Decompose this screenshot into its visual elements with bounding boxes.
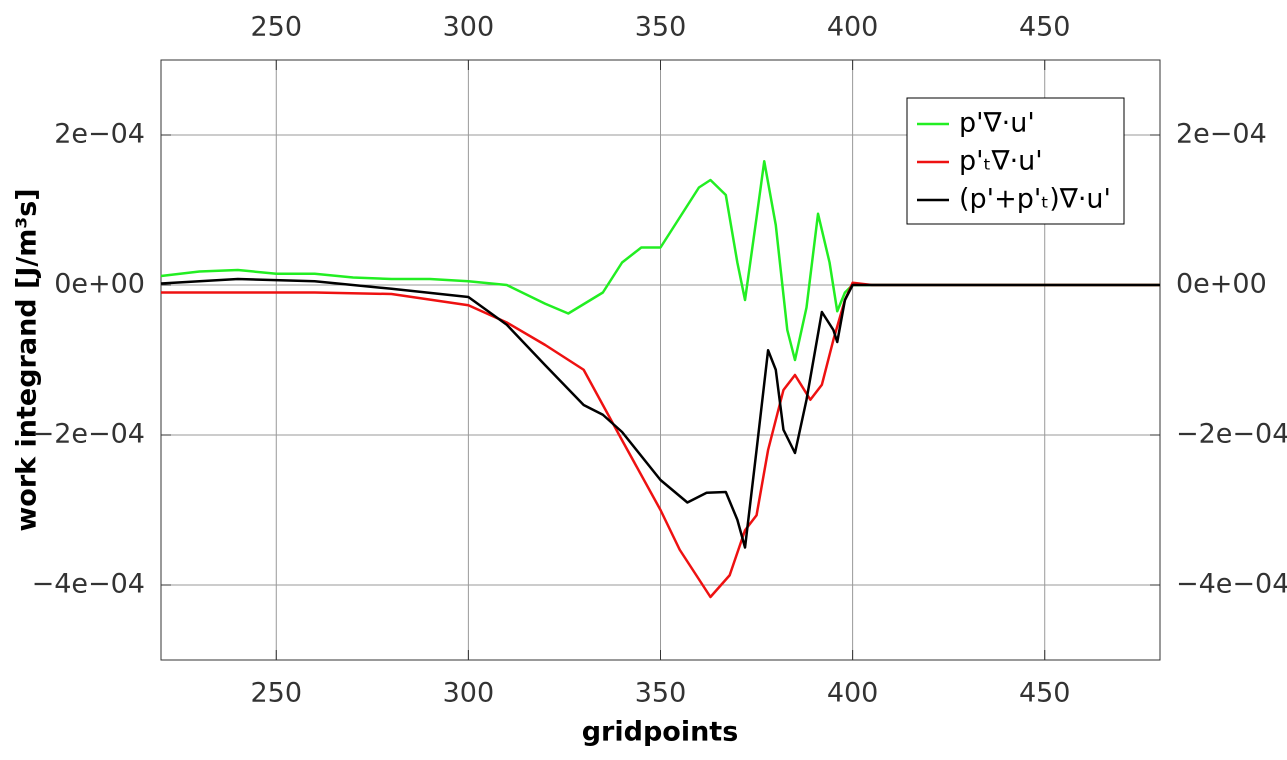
y-tick-label: −4e−04 — [1176, 569, 1287, 600]
x-tick-label: 450 — [1019, 678, 1071, 709]
x-axis-label: gridpoints — [582, 717, 739, 748]
x-tick-label: 400 — [827, 12, 879, 43]
y-tick-label: 0e+00 — [1176, 269, 1267, 300]
series-line — [160, 160, 1160, 362]
x-tick-label: 400 — [827, 678, 879, 709]
series-line — [160, 277, 1160, 549]
x-tick-label: 350 — [635, 678, 687, 709]
x-tick-label: 300 — [443, 12, 495, 43]
legend-label: (p'+p'ₜ)∇·u' — [959, 184, 1111, 215]
y-axis-label: work integrand [J/m³s] — [12, 188, 43, 531]
y-tick-label: −2e−04 — [32, 419, 145, 450]
x-tick-label: 250 — [250, 12, 302, 43]
x-tick-label: 250 — [250, 678, 302, 709]
plot-frame — [160, 59, 1161, 661]
y-tick-label: 2e−04 — [54, 119, 145, 150]
y-tick-label: −4e−04 — [32, 569, 145, 600]
x-tick-label: 450 — [1019, 12, 1071, 43]
x-tick-label: 350 — [635, 12, 687, 43]
legend-label: p'∇·u' — [959, 108, 1035, 139]
legend-label: p'ₜ∇·u' — [959, 146, 1043, 177]
x-tick-label: 300 — [443, 678, 495, 709]
y-tick-label: −2e−04 — [1176, 419, 1287, 450]
y-tick-label: 2e−04 — [1176, 119, 1267, 150]
y-tick-label: 0e+00 — [54, 269, 145, 300]
